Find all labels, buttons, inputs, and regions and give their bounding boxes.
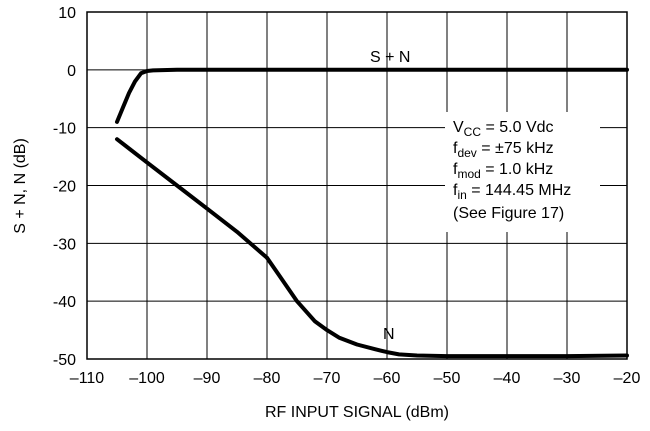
- y-tick-label: 10: [58, 5, 76, 22]
- y-tick-labels: 10 0 -10 -20 -30 -40 -50: [53, 5, 76, 369]
- series-line-s-plus-n: [115, 67, 629, 124]
- plot-frame: [86, 11, 628, 360]
- x-tick-label: –40: [494, 370, 521, 387]
- x-tick-label: –70: [314, 370, 341, 387]
- y-tick-label: -50: [53, 352, 76, 369]
- x-tick-label: –100: [129, 370, 165, 387]
- y-tick-label: -20: [53, 179, 76, 196]
- series-lines: [115, 67, 629, 359]
- annotation-fin: fin = 144.45 MHz: [453, 182, 571, 202]
- y-tick-label: -30: [53, 236, 76, 253]
- y-tick-label: -10: [53, 121, 76, 138]
- series-label-s-plus-n: S + N: [370, 49, 410, 66]
- x-tick-label: –60: [374, 370, 401, 387]
- y-tick-label: 0: [67, 63, 76, 80]
- x-tick-label: –110: [70, 370, 105, 387]
- x-tick-label: –80: [254, 370, 281, 387]
- conditions-annotation: VCC = 5.0 Vdc fdev = ±75 kHz fmod = 1.0 …: [445, 112, 600, 232]
- annotation-vcc: VCC = 5.0 Vdc: [453, 119, 554, 139]
- x-tick-labels: –110 –100 –90 –80 –70 –60 –50 –40 –30 –20: [70, 370, 641, 387]
- x-tick-label: –30: [554, 370, 581, 387]
- x-tick-label: –90: [194, 370, 221, 387]
- x-axis-label: RF INPUT SIGNAL (dBm): [265, 404, 449, 421]
- annotation-fdev: fdev = ±75 kHz: [453, 140, 554, 160]
- annotation-fmod: fmod = 1.0 kHz: [453, 161, 553, 181]
- annotation-see-figure: (See Figure 17): [453, 205, 564, 222]
- x-tick-label: –20: [614, 370, 641, 387]
- series-label-n: N: [383, 326, 395, 343]
- series-line-n: [115, 137, 629, 359]
- y-tick-label: -40: [53, 294, 76, 311]
- y-axis-label: S + N, N (dB): [12, 138, 29, 234]
- x-tick-label: –50: [434, 370, 461, 387]
